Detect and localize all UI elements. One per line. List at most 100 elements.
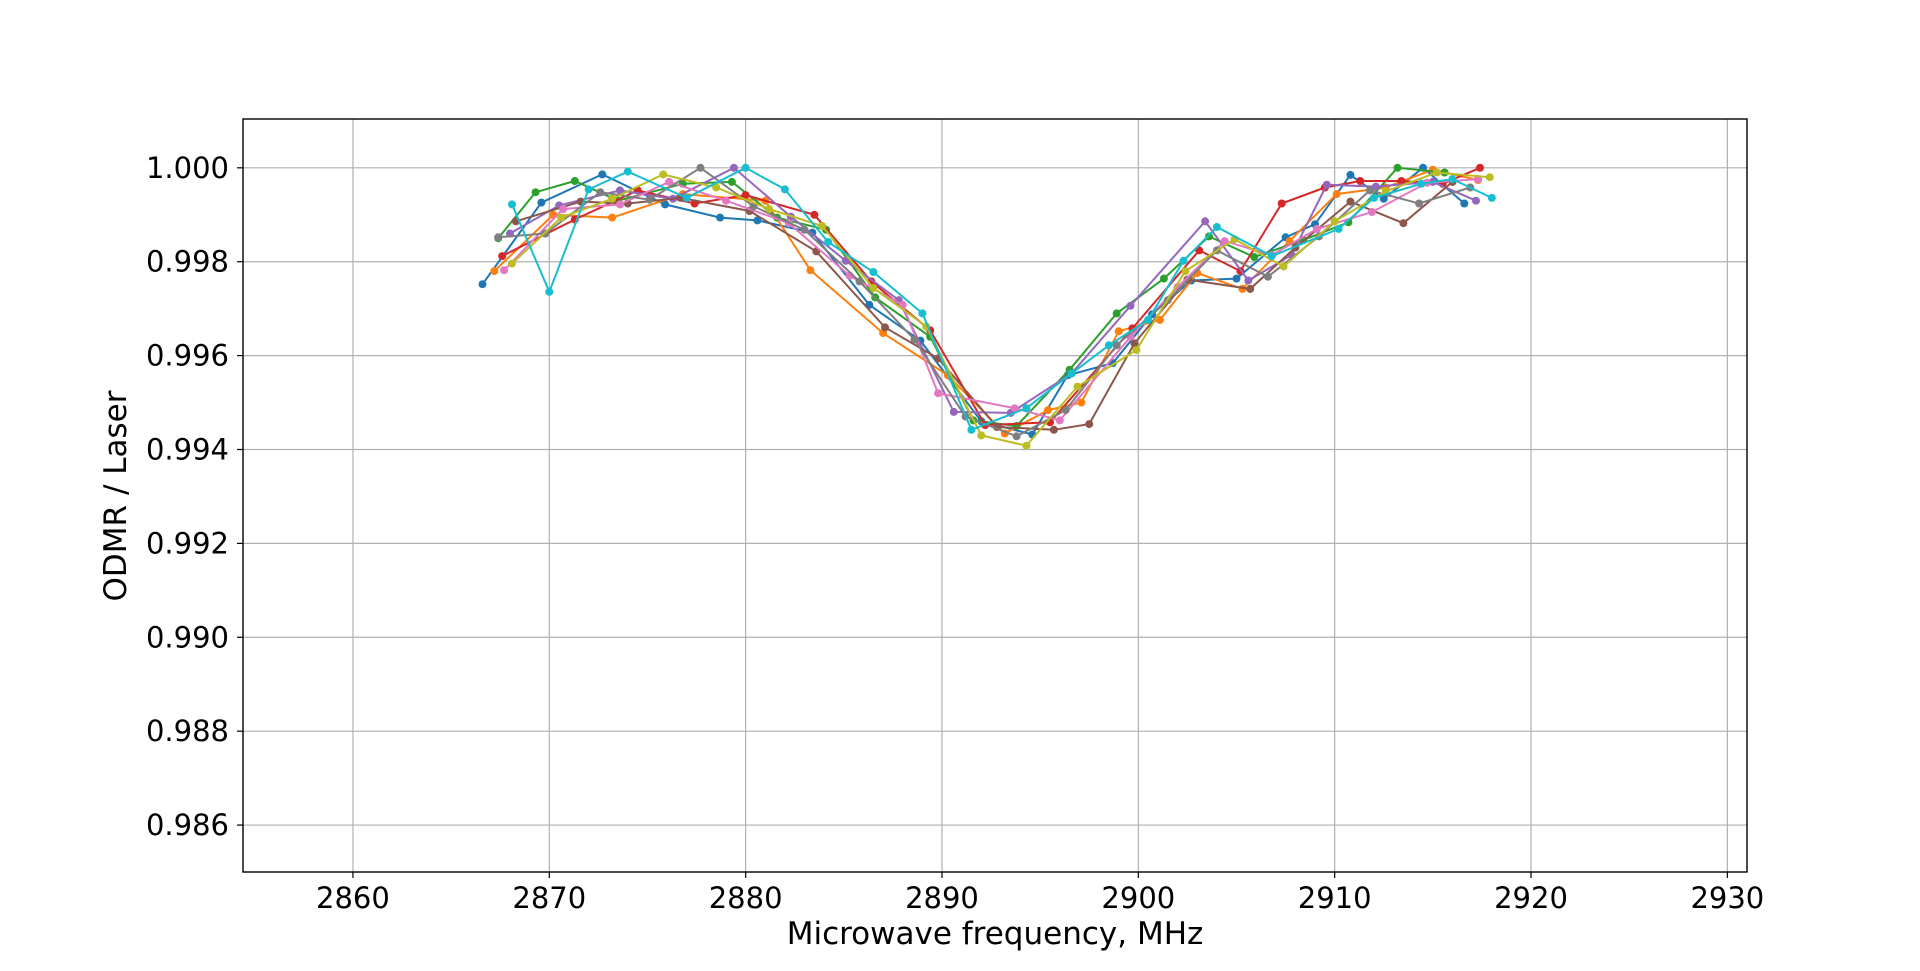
data-point (616, 200, 624, 209)
data-point (570, 177, 579, 185)
data-point (598, 170, 607, 179)
data-point (557, 213, 566, 222)
data-point (616, 186, 624, 195)
data-point (584, 185, 593, 194)
series-line (481, 166, 1465, 436)
data-point (741, 191, 750, 200)
x-tick-label: 2870 (512, 881, 586, 915)
data-point (727, 177, 736, 186)
data-point (1250, 253, 1259, 261)
data-point (818, 222, 827, 230)
data-point (1460, 199, 1469, 208)
data-point (712, 183, 721, 192)
data-point (608, 213, 617, 222)
data-point (1330, 217, 1339, 226)
data-point (806, 266, 815, 275)
x-tick-label: 2930 (1690, 881, 1764, 915)
x-tick-label: 2860 (316, 881, 390, 915)
data-point (608, 194, 617, 203)
x-axis-label: Microwave frequency, MHz (787, 916, 1204, 952)
y-tick-label: 0.996 (146, 339, 229, 373)
series-line (515, 181, 1454, 431)
data-point (1277, 199, 1286, 208)
data-point (1022, 404, 1031, 413)
series-3 (494, 163, 1449, 430)
data-point (623, 167, 632, 176)
data-point (1369, 193, 1378, 202)
data-point (490, 267, 499, 276)
data-point (977, 431, 986, 440)
data-point (696, 163, 705, 172)
data-point (855, 277, 864, 286)
data-point (1399, 219, 1408, 228)
series-line (503, 178, 1479, 422)
x-axis: 2860 2870 2880 2890 2900 2910 2920 2930 (316, 872, 1764, 915)
data-point (1112, 309, 1121, 318)
y-tick-label: 0.998 (146, 245, 229, 279)
y-tick-label: 1.000 (146, 151, 229, 185)
x-tick-label: 2890 (905, 881, 979, 915)
data-point (1332, 190, 1341, 199)
x-tick-label: 2910 (1298, 881, 1372, 915)
data-point (1487, 193, 1496, 202)
data-point (1432, 168, 1441, 177)
data-point (478, 280, 487, 289)
x-tick-label: 2920 (1494, 881, 1568, 915)
data-point (881, 323, 889, 332)
data-point (1195, 246, 1204, 255)
series-9 (508, 168, 1494, 450)
data-point (1476, 163, 1484, 172)
data-point (498, 252, 507, 261)
data-point (537, 198, 546, 207)
series-line (493, 168, 1479, 435)
data-point (1179, 256, 1188, 265)
data-point (910, 335, 919, 344)
y-tick-label: 0.994 (146, 432, 229, 466)
data-point (1132, 346, 1141, 354)
data-point (1126, 301, 1135, 310)
data-point (780, 185, 789, 194)
data-point (800, 225, 809, 234)
data-point (716, 213, 725, 222)
series-line (511, 171, 1490, 447)
data-point (841, 256, 850, 265)
y-axis: 0.986 0.988 0.990 0.992 0.994 0.996 0.998 1.000 (146, 151, 243, 842)
data-point (869, 284, 878, 292)
data-point (1472, 196, 1480, 205)
series-line (497, 166, 1445, 428)
data-point (494, 233, 503, 242)
data-point (967, 425, 976, 434)
data-point (508, 259, 516, 268)
grid (243, 119, 1747, 872)
data-point (1067, 369, 1076, 378)
y-tick-label: 0.992 (146, 526, 229, 560)
data-point (1212, 223, 1221, 231)
data-point (596, 188, 605, 197)
plot-frame (242, 118, 1748, 873)
data-point (1232, 274, 1241, 283)
data-point (1371, 182, 1380, 191)
data-point (508, 200, 516, 209)
data-point (753, 216, 762, 225)
series-8 (494, 163, 1475, 441)
data-point (869, 268, 878, 276)
data-point (1201, 217, 1210, 226)
data-point (1112, 341, 1121, 350)
data-point (1485, 173, 1494, 182)
data-point (1366, 186, 1374, 195)
y-axis-label: ODMR / Laser (98, 390, 134, 601)
data-point (1130, 339, 1139, 348)
data-point (729, 163, 738, 172)
data-point (682, 193, 691, 202)
data-point (1448, 175, 1457, 184)
data-point (741, 163, 750, 172)
data-point (1085, 420, 1094, 429)
data-point (1012, 432, 1021, 441)
series-10 (508, 163, 1496, 434)
data-point (1368, 208, 1376, 216)
series-layer (478, 163, 1496, 450)
data-point (949, 407, 958, 416)
data-point (500, 266, 509, 275)
data-point (665, 177, 674, 186)
